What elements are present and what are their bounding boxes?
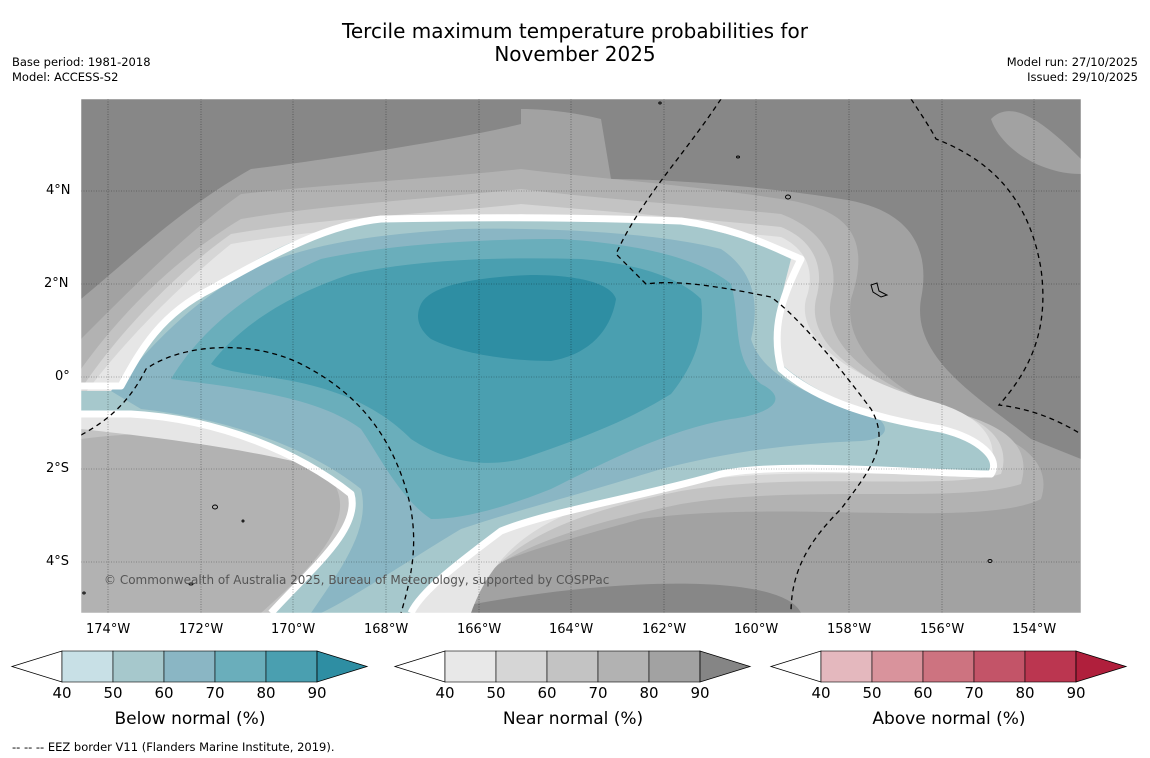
eez-footnote: -- -- -- EEZ border V11 (Flanders Marine… bbox=[12, 740, 335, 754]
left-meta: Base period: 1981-2018 Model: ACCESS-S2 bbox=[12, 55, 151, 85]
colorbar-segment bbox=[265, 650, 318, 683]
lat-label: 0° bbox=[55, 369, 70, 384]
lon-label: 154°W bbox=[1012, 622, 1057, 637]
probability-map bbox=[81, 99, 1081, 613]
eez-borders bbox=[81, 99, 1081, 613]
lon-label: 160°W bbox=[734, 622, 779, 637]
cb-tick: 50 bbox=[103, 684, 123, 702]
eez-border-east bbox=[910, 99, 1081, 435]
right-meta: Model run: 27/10/2025 Issued: 29/10/2025 bbox=[1007, 55, 1138, 85]
colorbar-over-triangle bbox=[316, 650, 369, 683]
colorbar-segment bbox=[648, 650, 701, 683]
lon-label: 172°W bbox=[179, 622, 224, 637]
colorbars bbox=[10, 650, 1128, 683]
issued-date: Issued: 29/10/2025 bbox=[1027, 70, 1138, 84]
colorbar-segment bbox=[820, 650, 873, 683]
colorbar-segment bbox=[495, 650, 548, 683]
near-normal-80-zone-ne bbox=[991, 111, 1081, 174]
eez-border-central bbox=[615, 99, 880, 613]
lon-label: 174°W bbox=[86, 622, 131, 637]
colorbar-above-normal bbox=[769, 650, 1128, 683]
colorbar-segment bbox=[973, 650, 1026, 683]
graticule bbox=[81, 99, 1081, 613]
colorbar-title-below: Below normal (%) bbox=[114, 709, 266, 729]
cb-tick: 50 bbox=[486, 684, 506, 702]
copyright-text: © Commonwealth of Australia 2025, Bureau… bbox=[104, 573, 610, 587]
colorbar-segment bbox=[112, 650, 165, 683]
island-outline bbox=[785, 194, 791, 200]
cb-tick: 80 bbox=[1015, 684, 1035, 702]
colorbar-segment bbox=[444, 650, 497, 683]
cb-tick: 80 bbox=[639, 684, 659, 702]
island-outline bbox=[241, 519, 245, 523]
lon-label: 170°W bbox=[271, 622, 316, 637]
cb-tick: 70 bbox=[205, 684, 225, 702]
lon-label: 156°W bbox=[920, 622, 965, 637]
eez-border-west bbox=[81, 346, 415, 613]
cb-tick: 90 bbox=[307, 684, 327, 702]
colorbar-under-triangle bbox=[393, 650, 446, 683]
lon-label: 164°W bbox=[549, 622, 594, 637]
cb-tick: 60 bbox=[537, 684, 557, 702]
colorbar-under-triangle bbox=[10, 650, 63, 683]
cb-tick: 60 bbox=[154, 684, 174, 702]
cb-tick: 40 bbox=[435, 684, 455, 702]
island-outline bbox=[987, 559, 993, 563]
cb-tick: 90 bbox=[690, 684, 710, 702]
island-outline bbox=[870, 282, 889, 298]
colorbar-segment bbox=[61, 650, 114, 683]
colorbar-segment bbox=[922, 650, 975, 683]
island-outline bbox=[212, 504, 218, 510]
cb-tick: 80 bbox=[256, 684, 276, 702]
lat-label: 4°N bbox=[46, 183, 71, 198]
colorbar-ticks: 40 50 60 70 80 90 40 50 60 70 80 90 40 5… bbox=[0, 684, 1150, 706]
base-period: Base period: 1981-2018 bbox=[12, 55, 151, 69]
cb-tick: 50 bbox=[862, 684, 882, 702]
colorbar-segment bbox=[1024, 650, 1077, 683]
colorbar-segment bbox=[163, 650, 216, 683]
colorbar-title-near: Near normal (%) bbox=[502, 709, 644, 729]
below-normal-white-contour bbox=[81, 214, 997, 613]
colorbar-over-triangle bbox=[1075, 650, 1128, 683]
islands bbox=[82, 101, 993, 595]
lon-label: 168°W bbox=[364, 622, 409, 637]
title-line-2: November 2025 bbox=[494, 42, 656, 66]
cb-tick: 70 bbox=[588, 684, 608, 702]
lat-label: 2°S bbox=[46, 461, 70, 476]
lat-label: 2°N bbox=[44, 276, 69, 291]
island-outline bbox=[82, 591, 86, 595]
colorbar-segment bbox=[214, 650, 267, 683]
lon-label: 158°W bbox=[827, 622, 872, 637]
colorbar-segment bbox=[546, 650, 599, 683]
colorbar-title-above: Above normal (%) bbox=[872, 709, 1026, 729]
cb-tick: 70 bbox=[964, 684, 984, 702]
lon-label: 162°W bbox=[642, 622, 687, 637]
cb-tick: 40 bbox=[811, 684, 831, 702]
colorbar-under-triangle bbox=[769, 650, 822, 683]
colorbar-near-normal bbox=[393, 650, 752, 683]
island-outline bbox=[188, 582, 194, 586]
lat-label: 4°S bbox=[46, 554, 70, 569]
model-run: Model run: 27/10/2025 bbox=[1006, 55, 1138, 69]
colorbar-over-triangle bbox=[699, 650, 752, 683]
below-normal-80-zone bbox=[418, 275, 616, 361]
colorbar-segment bbox=[871, 650, 924, 683]
model-name: Model: ACCESS-S2 bbox=[12, 70, 119, 84]
colorbar-segment bbox=[597, 650, 650, 683]
island-outline bbox=[736, 155, 740, 159]
cb-tick: 60 bbox=[913, 684, 933, 702]
cb-tick: 90 bbox=[1066, 684, 1086, 702]
lon-label: 166°W bbox=[457, 622, 502, 637]
title-line-1: Tercile maximum temperature probabilitie… bbox=[342, 19, 808, 43]
map-title: Tercile maximum temperature probabilitie… bbox=[0, 20, 1150, 66]
island-outline bbox=[658, 101, 662, 105]
cb-tick: 40 bbox=[52, 684, 72, 702]
colorbar-below-normal bbox=[10, 650, 369, 683]
